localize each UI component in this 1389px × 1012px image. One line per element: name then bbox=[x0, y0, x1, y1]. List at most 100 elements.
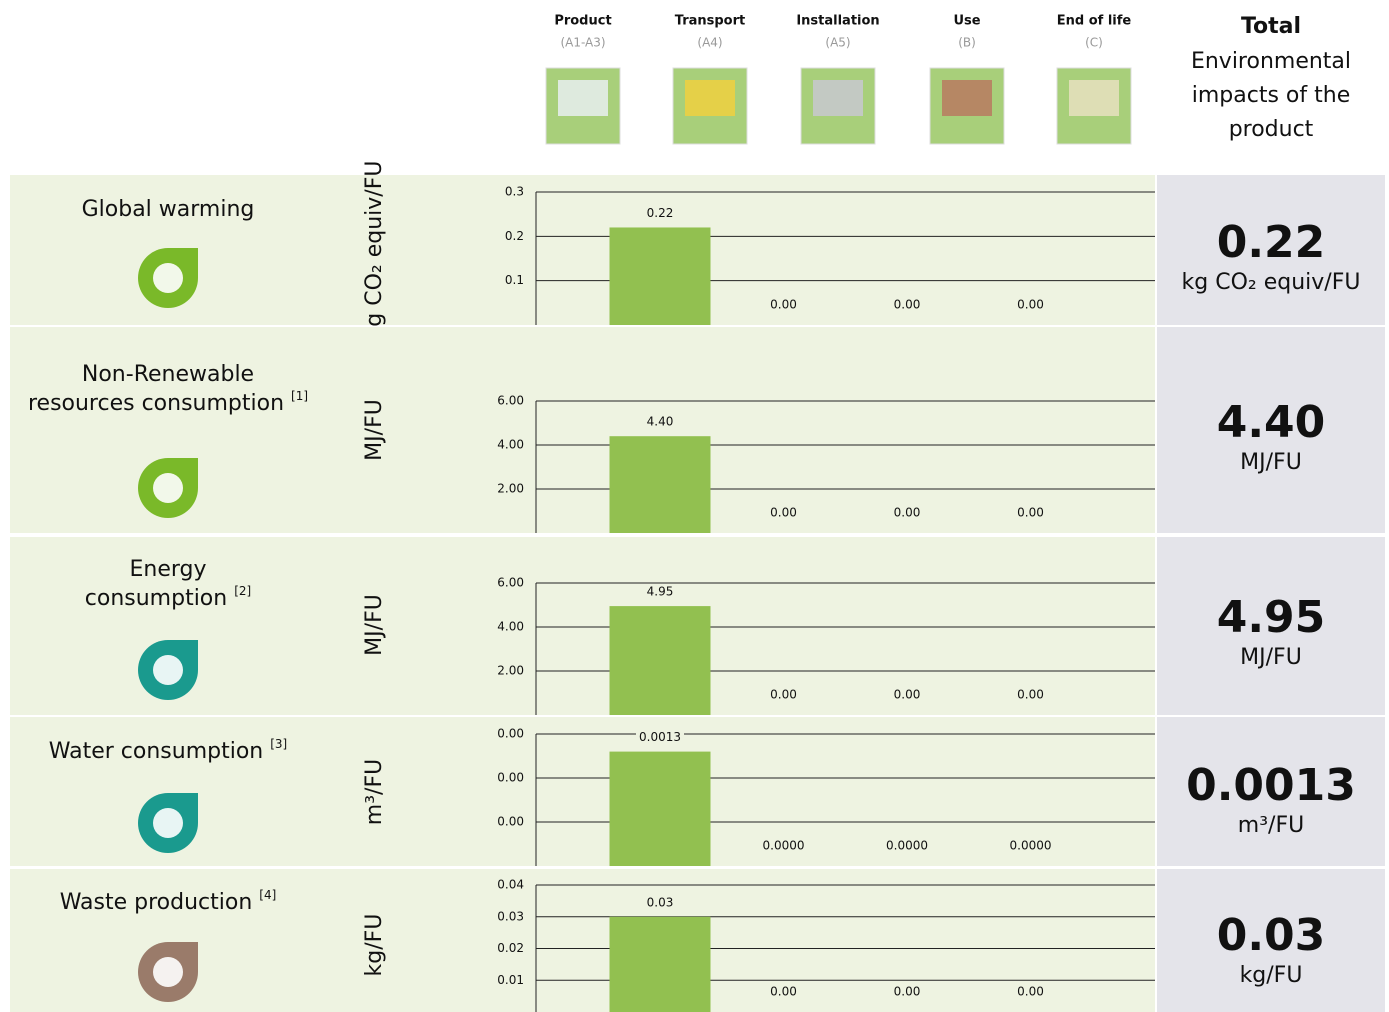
stage-image-detail bbox=[685, 80, 735, 116]
stage-code: (C) bbox=[1085, 36, 1103, 50]
stage-name: Product bbox=[554, 14, 611, 29]
total-title: Total bbox=[1241, 14, 1301, 39]
y-tick-label: 4.00 bbox=[497, 620, 524, 634]
value-label: 0.00 bbox=[894, 688, 921, 702]
stage-name: End of life bbox=[1057, 14, 1132, 29]
value-label: 0.0013 bbox=[639, 730, 681, 744]
y-tick-label: 0.01 bbox=[497, 973, 524, 987]
bar bbox=[609, 606, 711, 715]
row-background bbox=[10, 717, 1155, 866]
impact-label: resources consumption [1] bbox=[28, 389, 308, 417]
value-label-bg bbox=[636, 205, 684, 222]
value-label-bg bbox=[636, 894, 684, 911]
impact-icon-symbol bbox=[153, 808, 183, 838]
value-label: 0.00 bbox=[1017, 688, 1044, 702]
total-subtitle: product bbox=[1229, 117, 1314, 142]
unit-label: MJ/FU bbox=[362, 594, 387, 656]
impact-icon-symbol bbox=[153, 473, 183, 503]
row-background bbox=[10, 869, 1155, 1012]
stage-image-detail bbox=[1069, 80, 1119, 116]
y-tick-label: 4.00 bbox=[497, 438, 524, 452]
y-tick-label: 0.04 bbox=[497, 878, 524, 892]
total-unit: m³/FU bbox=[1238, 813, 1304, 838]
y-tick-label: 0.00 bbox=[497, 771, 524, 785]
total-value: 4.95 bbox=[1217, 592, 1326, 643]
stage-name: Transport bbox=[675, 14, 745, 29]
value-label: 0.22 bbox=[647, 206, 674, 220]
y-tick-label: 0.00 bbox=[497, 815, 524, 829]
impact-label-line: Non-Renewable bbox=[82, 362, 254, 387]
bar bbox=[609, 916, 711, 1012]
value-label: 0.00 bbox=[894, 506, 921, 520]
total-unit: MJ/FU bbox=[1240, 645, 1302, 670]
total-unit: kg CO₂ equiv/FU bbox=[1182, 270, 1361, 295]
impact-label-line: consumption bbox=[85, 586, 227, 611]
impact-label-line: Global warming bbox=[82, 197, 255, 222]
footnote: [2] bbox=[234, 584, 251, 598]
stage-code: (A1-A3) bbox=[560, 36, 605, 50]
value-label-bg bbox=[636, 729, 684, 746]
total-subtitle: Environmental bbox=[1191, 49, 1351, 74]
total-unit: kg/FU bbox=[1240, 963, 1303, 988]
row-background bbox=[10, 175, 1155, 325]
value-label: 0.00 bbox=[894, 985, 921, 999]
y-tick-label: 2.00 bbox=[497, 482, 524, 496]
unit-label: MJ/FU bbox=[362, 399, 387, 461]
total-background bbox=[1157, 717, 1385, 866]
row-background bbox=[10, 537, 1155, 715]
y-tick-label: 0.02 bbox=[497, 941, 524, 955]
stage-code: (A4) bbox=[697, 36, 722, 50]
impact-label: Waste production [4] bbox=[60, 888, 277, 916]
total-unit: MJ/FU bbox=[1240, 450, 1302, 475]
value-label: 0.00 bbox=[1017, 298, 1044, 312]
footnote: [3] bbox=[270, 737, 287, 751]
value-label: 0.00 bbox=[894, 298, 921, 312]
stage-image-detail bbox=[942, 80, 992, 116]
y-tick-label: 6.00 bbox=[497, 394, 524, 408]
impact-label-line: resources consumption bbox=[28, 391, 284, 416]
total-value: 4.40 bbox=[1217, 397, 1326, 448]
value-label: 0.0000 bbox=[1010, 839, 1052, 853]
y-tick-label: 0.03 bbox=[497, 909, 524, 923]
total-background bbox=[1157, 537, 1385, 715]
impact-label: Energy bbox=[129, 557, 206, 582]
y-tick-label: 0.00 bbox=[497, 727, 524, 741]
value-label: 0.00 bbox=[770, 506, 797, 520]
footnote: [1] bbox=[291, 389, 308, 403]
value-label: 0.0000 bbox=[763, 839, 805, 853]
total-background bbox=[1157, 327, 1385, 533]
total-value: 0.22 bbox=[1217, 217, 1326, 268]
impact-label: Global warming bbox=[82, 197, 255, 222]
value-label: 4.40 bbox=[647, 415, 674, 429]
total-value: 0.0013 bbox=[1186, 760, 1356, 811]
total-value: 0.03 bbox=[1217, 910, 1326, 961]
impact-icon-symbol bbox=[153, 263, 183, 293]
impact-label-line: Energy bbox=[129, 557, 206, 582]
stage-image-detail bbox=[558, 80, 608, 116]
y-tick-label: 0.1 bbox=[505, 273, 524, 287]
stage-image-detail bbox=[813, 80, 863, 116]
value-label: 4.95 bbox=[647, 585, 674, 599]
value-label: 0.00 bbox=[1017, 506, 1044, 520]
value-label: 0.00 bbox=[770, 688, 797, 702]
impact-label-line: Water consumption bbox=[49, 739, 263, 764]
value-label: 0.00 bbox=[770, 298, 797, 312]
total-background bbox=[1157, 869, 1385, 1012]
total-background bbox=[1157, 175, 1385, 325]
impact-label: consumption [2] bbox=[85, 584, 251, 612]
y-tick-label: 6.00 bbox=[497, 576, 524, 590]
unit-label: m³/FU bbox=[362, 759, 387, 825]
value-label: 0.00 bbox=[770, 985, 797, 999]
bar bbox=[609, 436, 711, 533]
stage-name: Installation bbox=[796, 14, 879, 29]
impact-label: Non-Renewable bbox=[82, 362, 254, 387]
value-label: 0.0000 bbox=[886, 839, 928, 853]
impact-icon-symbol bbox=[153, 655, 183, 685]
value-label-bg bbox=[636, 584, 684, 601]
impact-icon-symbol bbox=[153, 957, 183, 987]
y-tick-label: 0.3 bbox=[505, 185, 524, 199]
impact-label: Water consumption [3] bbox=[49, 737, 287, 765]
unit-label: kg/FU bbox=[362, 914, 387, 977]
stage-name: Use bbox=[953, 14, 980, 29]
